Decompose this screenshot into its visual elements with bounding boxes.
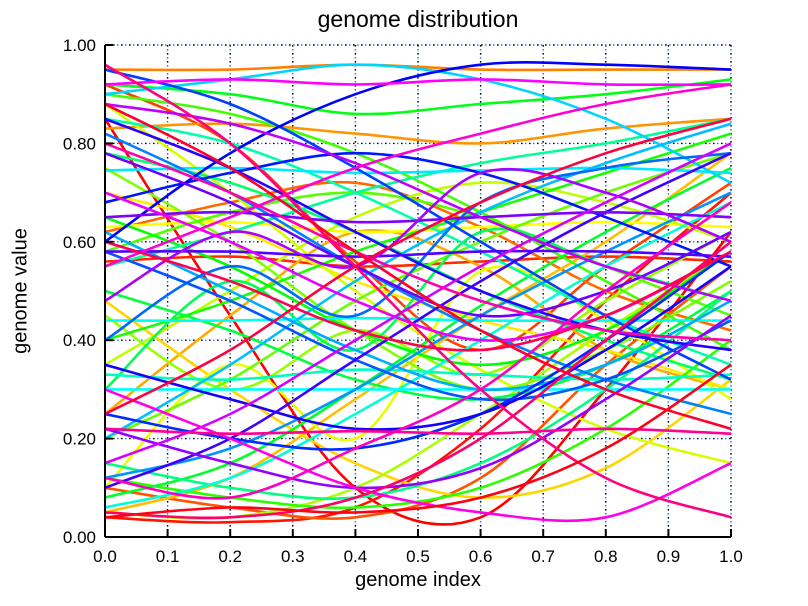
series-line	[105, 142, 731, 465]
series-line	[105, 102, 731, 303]
x-tick-label: 0.7	[531, 547, 555, 566]
series-line	[105, 117, 731, 145]
series-line	[105, 78, 731, 116]
series-group	[105, 61, 731, 526]
series-line	[105, 201, 731, 500]
series-line	[105, 151, 731, 268]
x-tick-label: 0.4	[344, 547, 368, 566]
series-line	[105, 240, 731, 352]
series-line	[105, 339, 731, 510]
y-tick-label: 0.40	[63, 331, 96, 350]
x-tick-label: 0.5	[406, 547, 430, 566]
series-line	[105, 102, 731, 431]
y-tick-label: 0.20	[63, 430, 96, 449]
series-line	[105, 363, 731, 519]
series-line	[105, 63, 731, 519]
y-tick-label: 0.00	[63, 528, 96, 547]
series-line	[105, 68, 731, 381]
x-tick-label: 0.9	[657, 547, 681, 566]
series-line	[105, 122, 731, 440]
x-tick-label: 0.0	[93, 547, 117, 566]
series-line	[105, 92, 731, 352]
x-axis-label: genome index	[355, 569, 481, 591]
series-line	[105, 229, 731, 416]
x-tick-label: 1.0	[719, 547, 743, 566]
series-line	[105, 368, 731, 381]
series-line	[105, 201, 731, 509]
series-line	[105, 289, 731, 401]
series-line	[105, 230, 731, 392]
series-line	[105, 249, 731, 258]
y-tick-label: 0.60	[63, 233, 96, 252]
series-line	[105, 166, 731, 175]
series-line	[105, 166, 731, 499]
series-line	[105, 191, 731, 480]
series-line	[105, 167, 731, 302]
series-line	[105, 427, 731, 436]
x-tick-label: 0.6	[469, 547, 493, 566]
series-line	[105, 151, 731, 318]
series-line	[105, 78, 731, 87]
x-tick-label: 0.8	[594, 547, 618, 566]
x-tick-label: 0.2	[218, 547, 242, 566]
series-line	[105, 250, 731, 402]
series-line	[105, 117, 731, 416]
series-line	[105, 83, 731, 268]
series-line	[105, 215, 731, 367]
y-tick-label: 0.80	[63, 134, 96, 153]
series-line	[105, 63, 731, 72]
series-line	[105, 142, 731, 342]
series-line	[105, 63, 731, 184]
y-axis-label: genome value	[9, 228, 32, 354]
chart-title: genome distribution	[317, 6, 519, 32]
series-line	[105, 314, 731, 490]
series-line	[105, 240, 731, 520]
y-tick-label: 1.00	[63, 36, 96, 55]
x-tick-label: 0.1	[156, 547, 180, 566]
x-tick-label: 0.3	[281, 547, 305, 566]
series-line	[105, 61, 731, 243]
